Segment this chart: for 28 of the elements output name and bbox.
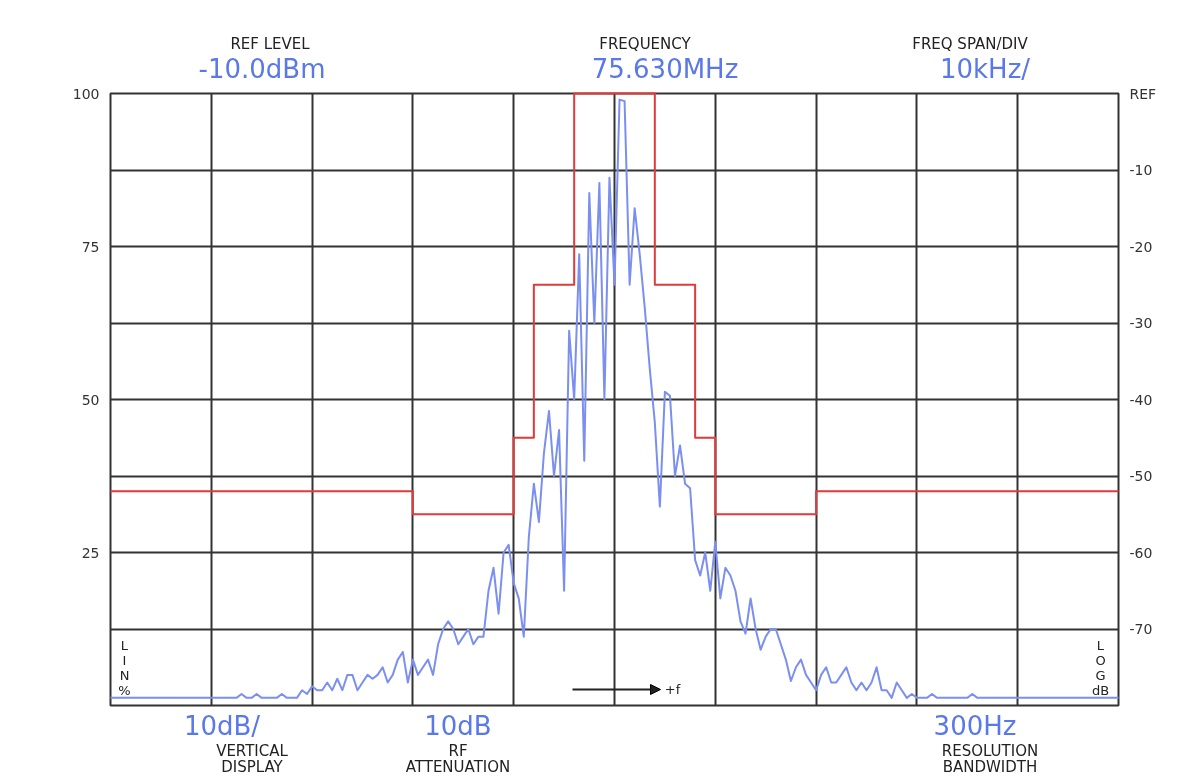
y2-tick-label: -10 — [1129, 162, 1153, 178]
y2-tick-label: -70 — [1129, 621, 1153, 637]
annotation: 75.630MHz — [591, 56, 739, 84]
annotation: LIN% — [118, 637, 131, 698]
annotation: FREQ SPAN/DIV — [912, 37, 1028, 53]
line-series — [109, 98, 1120, 699]
y2-tick-label: -50 — [1129, 468, 1153, 484]
annotation: 300Hz — [933, 713, 1017, 741]
annotation: RESOLUTION BANDWIDTH — [941, 744, 1039, 776]
y2-tick-label: -20 — [1129, 238, 1153, 255]
y-tick-label: 50 — [81, 391, 100, 408]
annotation: LOG dB — [1091, 637, 1110, 698]
annotation: RF ATTENUATION — [405, 744, 511, 776]
annotation: 10kHz/ — [939, 56, 1031, 84]
y2-tick-label: -60 — [1129, 544, 1153, 561]
annotation: -10.0dBm — [198, 56, 326, 84]
annotation: +f — [664, 682, 681, 697]
y-tick-label: 100 — [72, 85, 100, 102]
annotation: 10dB — [424, 713, 492, 741]
annotation: REF LEVEL — [230, 37, 310, 53]
annotation: 10dB/ — [183, 713, 261, 741]
y2-tick-label: -30 — [1129, 315, 1153, 331]
annotation: FREQUENCY — [599, 37, 691, 53]
annotation: VERTICAL DISPLAY — [216, 744, 288, 776]
y-tick-label: 75 — [81, 238, 100, 255]
y2-tick-label: REF — [1129, 85, 1157, 102]
y-tick-label: 25 — [81, 544, 100, 561]
y2-tick-label: -40 — [1129, 391, 1153, 408]
